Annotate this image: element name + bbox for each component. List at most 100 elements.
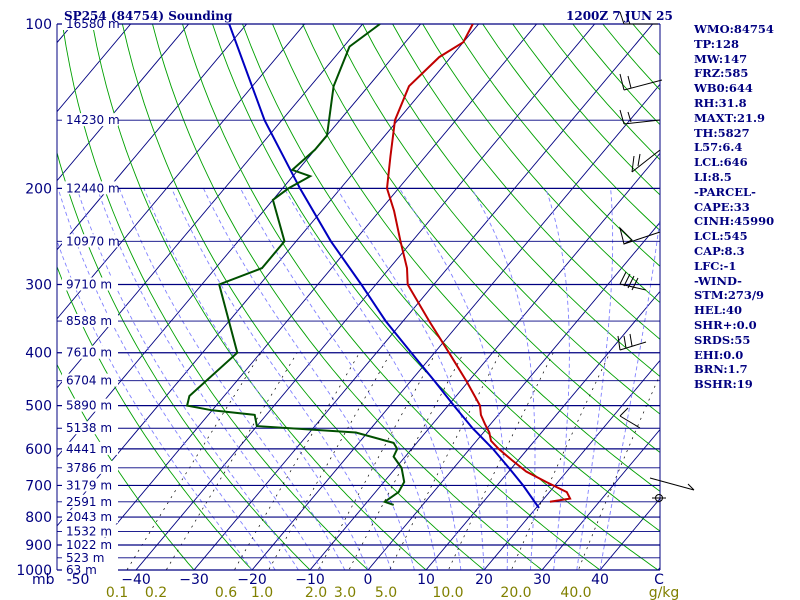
index-row: LCL:646 [694,155,748,170]
isotherm-line [57,24,422,458]
index-row: BSHR:19 [694,377,753,392]
mixing-ratio-label: 0.6 [215,585,237,600]
height-label: 3786 m [66,461,112,475]
index-row: TH:5827 [694,125,750,140]
profiles [185,24,572,509]
height-label-bg [62,234,118,248]
moist-adiabat-line [599,214,660,570]
height-label-bg [62,494,118,508]
index-row: LCL:545 [694,229,748,244]
index-row: HEL:40 [694,303,742,318]
parcel-trace-line [228,24,540,509]
mixing-ratio-label: 3.0 [334,585,356,600]
wind-barb-icon [619,109,661,125]
index-row: MW:147 [694,51,748,66]
temperature-tick-label: 40 [591,572,609,588]
wind-barb-icon [631,149,661,173]
pressure-label: 1000 [16,563,52,579]
mixing-ratio-label: 0.1 [106,585,128,600]
temperature-tick-label: 0 [364,572,373,588]
index-row: SRDS:55 [694,332,751,347]
mixing-ratio-unit-label: g/kg [649,585,680,600]
height-label: 6704 m [66,374,112,388]
mixing-ratio-label: 40.0 [560,585,591,600]
moist-adiabat-line [283,188,462,570]
height-label-bg [62,460,118,474]
index-row: SHR+:0.0 [694,317,757,332]
height-label-bg [62,478,118,492]
height-label-bg [62,113,118,127]
height-label: 5138 m [66,421,112,435]
index-row: TP:128 [694,36,740,51]
mixing-ratio-line [578,373,660,570]
temperature-tick-label: −10 [295,572,325,588]
height-label: 16580 m [66,17,120,31]
isotherm-line [193,24,654,570]
dry-adiabat-line [121,24,485,570]
wind-barb-icon [619,73,663,91]
height-label: 8588 m [66,314,112,328]
pressure-label: 800 [25,510,52,526]
temperature-profile-line [385,24,572,503]
isotherm-line [483,359,660,570]
isotherm-line [541,428,660,570]
height-label: 14230 m [66,113,120,127]
index-row: BRN:1.7 [694,362,748,377]
index-row: EHI:0.0 [694,347,744,362]
isotherm-line [367,221,660,570]
height-label-bg [62,314,118,328]
temperature-tick-label: −30 [179,572,209,588]
temperature-tick-label: −40 [121,572,151,588]
isobars [56,23,661,571]
mixing-ratio-line [317,352,437,570]
mixing-ratio-label: 1.0 [251,585,273,600]
dry-adiabat-line [57,265,253,570]
dewpoint-profile-line [185,24,406,506]
mixing-ratio-line [233,352,360,570]
height-label-bg [62,538,118,552]
moist-adiabat-line [545,188,570,570]
height-label: 2591 m [66,495,112,509]
pressure-label: 500 [25,399,52,415]
isotherm-line [57,24,364,389]
index-row: CAPE:33 [694,199,750,214]
mixing-ratio-label: 0.2 [145,585,167,600]
mixing-ratio-label: 20.0 [500,585,531,600]
height-label-bg [62,181,118,195]
height-label-bg [62,510,118,524]
mixing-ratio-line [448,352,554,570]
isotherm-line [57,24,190,182]
temperature-tick-label: 10 [417,572,435,588]
dry-adiabat-line [57,363,195,570]
index-row: MAXT:21.9 [694,110,765,125]
isotherm-line [135,24,596,570]
mixing-ratio-line [511,352,611,570]
pressure-label: 400 [25,346,52,362]
height-label-bg [62,398,118,412]
height-label: 9710 m [66,278,112,292]
pressure-label: 100 [25,17,52,33]
wind-barb-icon [619,11,658,25]
pressure-label: 600 [25,442,52,458]
dry-adiabat-line [91,24,427,570]
pressure-label: 900 [25,538,52,554]
temperature-tick-label: 20 [475,572,493,588]
index-row: LI:8.5 [694,169,732,184]
height-label-bg [62,373,118,387]
chart-title-right: 1200Z 7 JUN 25 [566,9,673,23]
height-label-bg [62,17,118,30]
wind-barb-icon [619,407,641,429]
wind-barb-icon [619,271,647,291]
height-label: 5890 m [66,399,112,413]
chart-title-left: SP254 (84754) Sounding [64,9,233,23]
temperature-tick-label: −20 [237,572,267,588]
temperature-tick-label: 30 [533,572,551,588]
wind-barb-icon [649,477,695,491]
mixing-ratio-line [389,352,501,570]
wind-barb-icon [617,333,647,351]
index-row: RH:31.8 [694,95,747,110]
mixing-ratio-line [126,352,262,570]
index-row: STM:273/9 [694,288,765,303]
mixing-ratio-line [165,352,298,570]
mixing-ratio-label: 2.0 [305,585,327,600]
